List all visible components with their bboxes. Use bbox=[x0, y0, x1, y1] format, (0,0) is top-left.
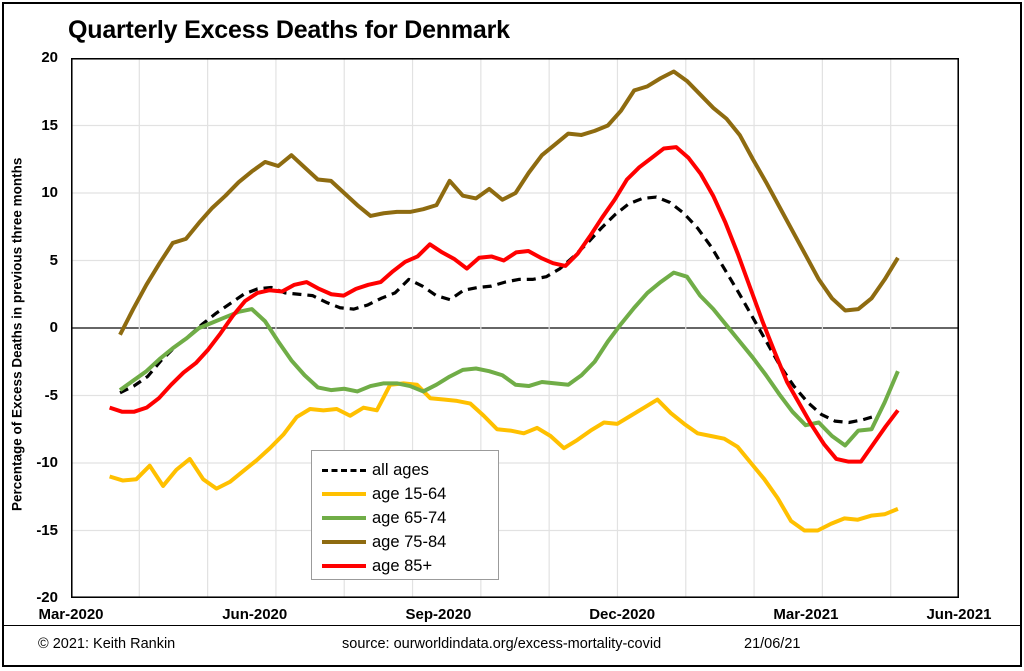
footer-bar: © 2021: Keith Rankin source: ourworldind… bbox=[4, 625, 1020, 665]
legend-label: age 65-74 bbox=[372, 508, 447, 527]
y-tick-label: 5 bbox=[49, 251, 58, 269]
x-tick-label: Mar-2020 bbox=[38, 606, 104, 623]
legend-item[interactable]: age 75-84 bbox=[312, 530, 498, 554]
footer-date: 21/06/21 bbox=[744, 636, 801, 652]
series-canvas bbox=[71, 58, 959, 598]
legend-label: age 75-84 bbox=[372, 532, 447, 551]
series-line-age-85- bbox=[109, 145, 900, 464]
y-tick-label: 10 bbox=[41, 184, 58, 201]
plot-frame bbox=[71, 58, 959, 598]
footer-copyright: © 2021: Keith Rankin bbox=[38, 636, 176, 652]
legend-swatch-icon bbox=[322, 468, 366, 472]
y-tick-label: 0 bbox=[49, 319, 58, 336]
x-tick-label: Sep-2020 bbox=[405, 606, 472, 623]
legend-swatch-icon bbox=[322, 516, 366, 520]
legend-item[interactable]: age 85+ bbox=[312, 554, 498, 578]
legend-swatch-icon bbox=[322, 564, 366, 568]
plot-area bbox=[71, 58, 959, 598]
x-tick-label: Jun-2020 bbox=[222, 606, 288, 623]
legend-list: all ages age 15-64 age 65-74 age 75-84 age 8… bbox=[312, 451, 498, 578]
legend-item[interactable]: age 65-74 bbox=[312, 506, 498, 530]
y-tick-label: 20 bbox=[41, 49, 58, 66]
legend-item[interactable]: all ages bbox=[312, 458, 498, 482]
legend-swatch-icon bbox=[322, 492, 366, 496]
legend-label: age 85+ bbox=[372, 556, 433, 575]
legend-swatch-icon bbox=[322, 540, 366, 544]
y-tick-label: -10 bbox=[36, 454, 58, 471]
legend-label: age 15-64 bbox=[372, 484, 447, 503]
series-line-age-75-84 bbox=[118, 69, 900, 336]
x-tick-label: Mar-2021 bbox=[773, 606, 839, 623]
series-line-age-15-64 bbox=[109, 381, 899, 533]
legend-label: all ages bbox=[372, 460, 429, 479]
series-line-age-65-74 bbox=[118, 270, 900, 448]
x-tick-label: Dec-2020 bbox=[589, 606, 656, 623]
y-tick-label: 15 bbox=[41, 116, 58, 134]
y-tick-label: -15 bbox=[36, 521, 58, 539]
x-tick-label: Jun-2021 bbox=[926, 606, 992, 623]
legend-item[interactable]: age 15-64 bbox=[312, 482, 498, 506]
legend: all ages age 15-64 age 65-74 age 75-84 age 8… bbox=[311, 450, 499, 580]
footer-source: source: ourworldindata.org/excess-mortal… bbox=[342, 636, 662, 652]
page-title: Quarterly Excess Deaths for Denmark bbox=[68, 16, 510, 44]
series-line-all-ages bbox=[119, 195, 877, 425]
y-tick-label: -5 bbox=[44, 386, 58, 404]
y-tick-label: -20 bbox=[36, 589, 58, 606]
